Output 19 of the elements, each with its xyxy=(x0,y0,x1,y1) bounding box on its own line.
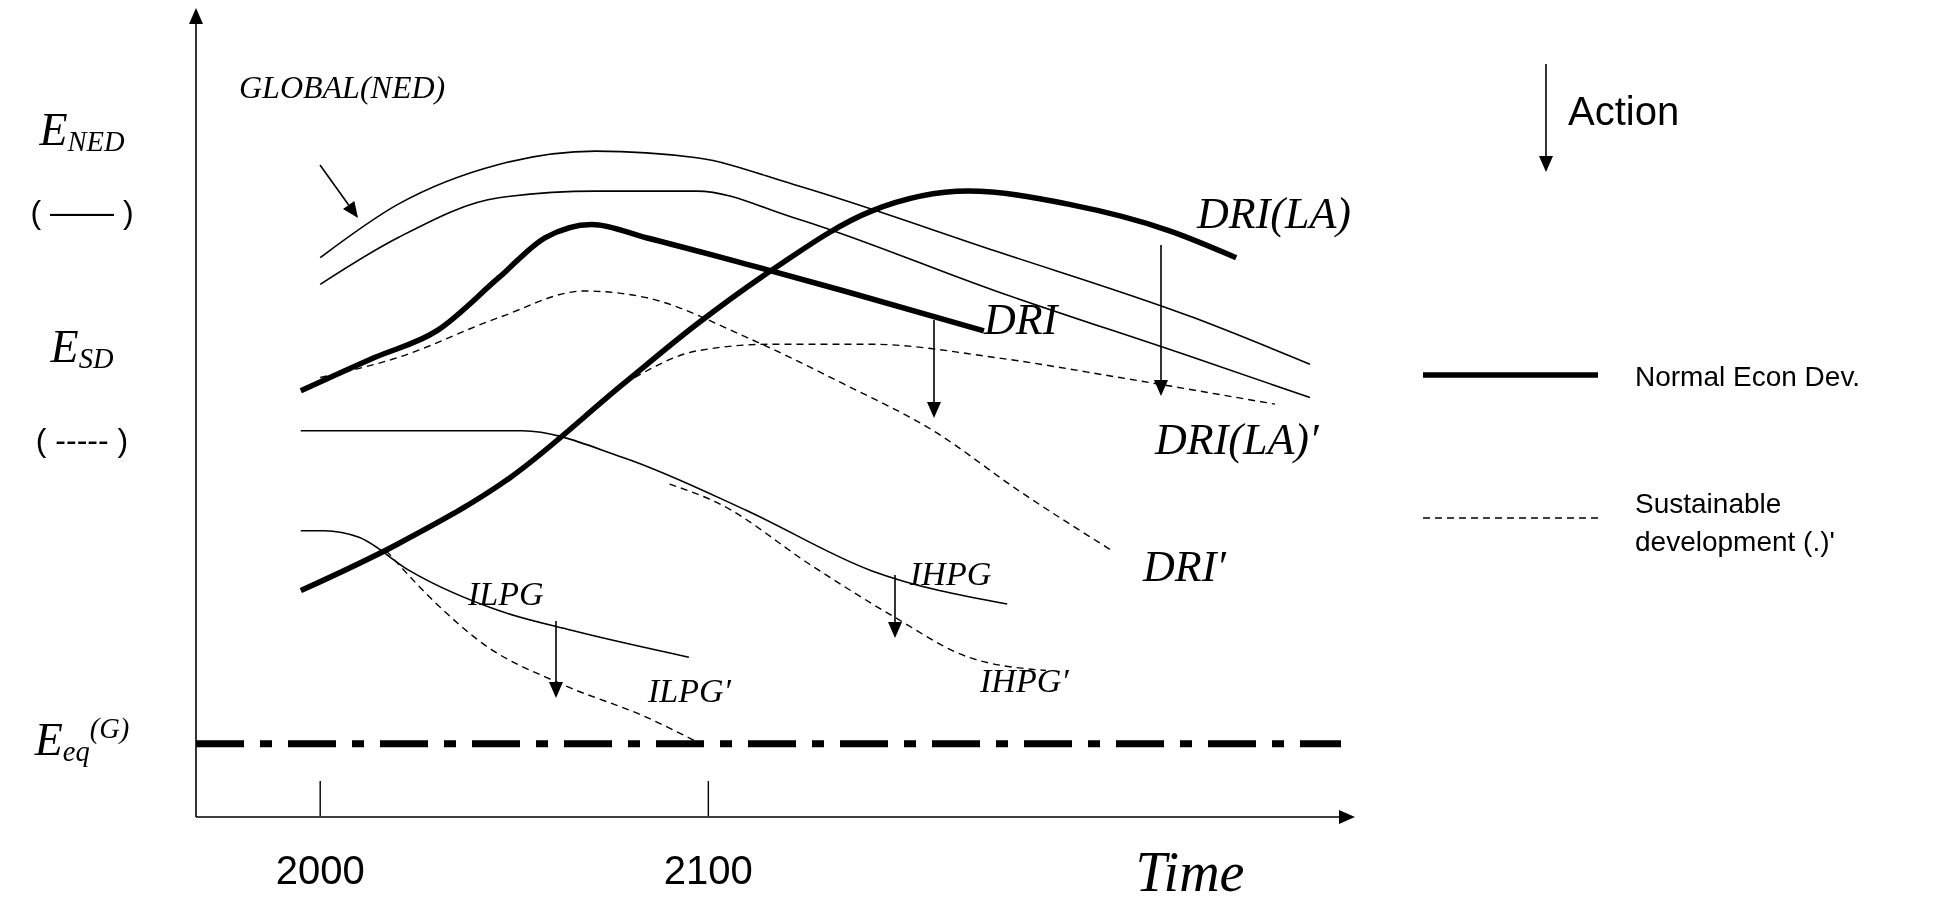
series-label: DRI(LA) xyxy=(1196,189,1351,239)
x-tick-label: 2100 xyxy=(663,848,753,892)
text: ( ----- ) xyxy=(35,422,129,459)
text: E$_{SD}$ xyxy=(49,320,114,374)
series-label: ILPG xyxy=(467,574,544,612)
text: E$_{NED}$ xyxy=(38,103,125,157)
text: Sustainable development (.)' xyxy=(1635,487,1836,559)
series-label: ILPG′ xyxy=(647,671,732,709)
series-label: IHPG xyxy=(909,554,992,592)
series-label: DRI′ xyxy=(1142,542,1228,592)
x-axis-title: Time xyxy=(1135,841,1245,903)
legend-label: DRI(LA)′ xyxy=(1154,415,1320,465)
x-tick-label: 2000 xyxy=(275,848,365,892)
series-label: DRI xyxy=(983,295,1060,345)
text: ( —— ) xyxy=(30,194,134,231)
text: Normal Econ Dev. xyxy=(1635,360,1862,394)
series-label: IHPG′ xyxy=(979,661,1070,699)
text: Action xyxy=(1568,88,1680,133)
text: GLOBAL(NED) xyxy=(239,69,446,106)
